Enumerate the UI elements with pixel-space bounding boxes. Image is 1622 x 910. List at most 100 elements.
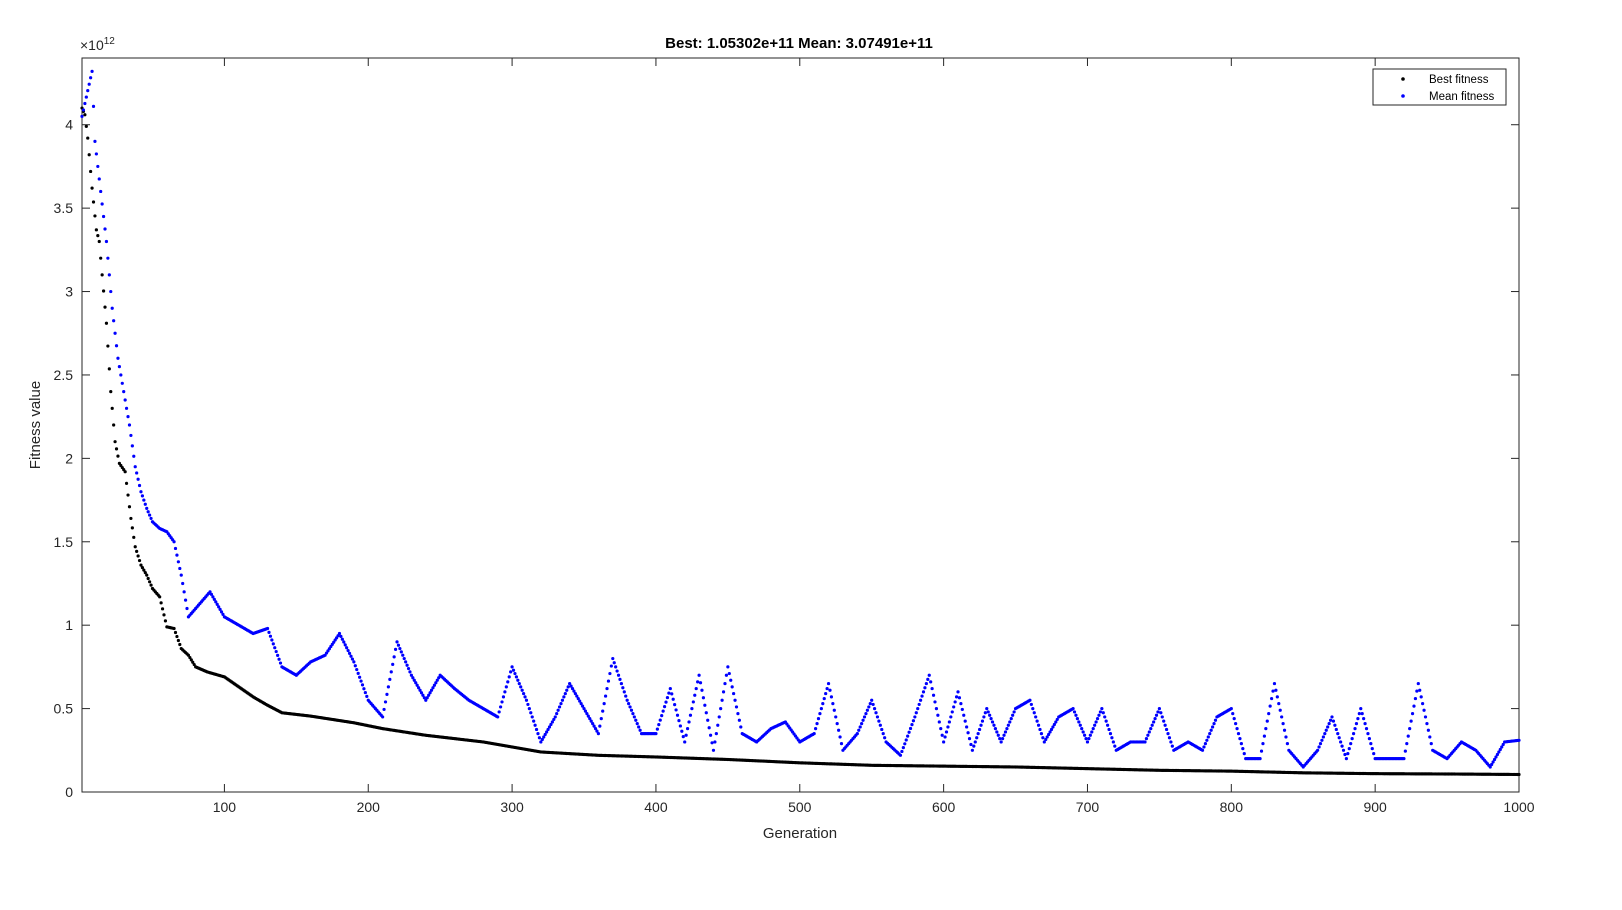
data-point [1333, 723, 1337, 727]
data-point [602, 701, 606, 706]
data-point [1101, 711, 1105, 715]
data-point [1144, 737, 1149, 741]
data-point [217, 605, 221, 609]
data-point [533, 723, 537, 727]
data-point [1323, 732, 1327, 736]
data-point [1267, 712, 1271, 716]
data-point [543, 732, 547, 737]
x-tick-label: 900 [1363, 799, 1387, 815]
data-point [857, 728, 861, 732]
data-point [536, 732, 540, 736]
data-point [408, 670, 412, 674]
data-point [534, 727, 539, 732]
data-point [934, 706, 939, 711]
data-point [385, 692, 389, 697]
data-point [556, 708, 560, 712]
data-point [664, 700, 668, 704]
data-point [350, 657, 355, 661]
data-point [1045, 735, 1049, 739]
data-point [1157, 706, 1161, 711]
data-point [724, 673, 729, 677]
data-point [1232, 717, 1236, 721]
data-point [693, 693, 697, 697]
data-point [973, 740, 977, 744]
data-point [1265, 719, 1269, 723]
data-point [818, 712, 822, 716]
data-point [1271, 689, 1275, 693]
y-exponent-base: ×10 [80, 37, 104, 53]
data-point [540, 737, 544, 742]
data-point [598, 724, 602, 728]
data-point [730, 685, 734, 689]
data-point [1494, 755, 1498, 759]
data-point [696, 680, 700, 684]
data-point [662, 704, 667, 709]
data-point [1153, 717, 1157, 721]
data-point [127, 423, 132, 427]
data-point [183, 598, 188, 602]
data-point [432, 683, 437, 687]
data-point [99, 189, 103, 194]
data-point [1360, 712, 1364, 716]
data-point [1088, 733, 1092, 737]
data-point [606, 679, 611, 683]
series-best-fitness [80, 106, 1521, 777]
data-point [1156, 710, 1160, 714]
data-point [962, 713, 966, 717]
data-point [427, 693, 431, 697]
data-point [1281, 722, 1285, 726]
data-point [1146, 733, 1150, 737]
data-point [855, 732, 859, 736]
data-point [701, 696, 706, 700]
x-axis-label: Generation [763, 825, 837, 842]
data-point [966, 731, 970, 735]
data-point [1150, 723, 1154, 727]
data-point [107, 273, 111, 277]
data-point [1206, 735, 1210, 739]
data-point [1154, 713, 1159, 717]
data-point [982, 715, 986, 719]
data-point [1005, 727, 1009, 731]
data-point [593, 727, 598, 731]
data-point [112, 319, 116, 323]
data-point [93, 139, 97, 144]
data-point [175, 553, 179, 557]
data-point [673, 702, 677, 707]
data-point [1006, 723, 1010, 727]
data-point [1106, 723, 1110, 727]
data-point [173, 546, 178, 551]
data-point [106, 256, 110, 260]
data-point [539, 740, 543, 744]
data-point [96, 234, 100, 238]
y-axis-exponent: ×1012 [80, 36, 115, 53]
data-point [721, 690, 726, 694]
data-point [942, 740, 946, 744]
data-point [126, 415, 130, 419]
data-point [510, 665, 514, 669]
data-point [737, 718, 741, 722]
data-point [1356, 717, 1360, 721]
data-point [113, 440, 117, 444]
data-point [1350, 737, 1354, 741]
data-point [1278, 708, 1282, 712]
data-point [1491, 760, 1495, 764]
data-point [437, 676, 441, 680]
data-point [140, 494, 145, 498]
data-point [832, 708, 836, 712]
data-point [209, 592, 214, 596]
data-point [1149, 727, 1153, 731]
data-point [1231, 712, 1235, 716]
data-point [503, 690, 507, 694]
data-point [629, 708, 634, 712]
data-point [175, 634, 179, 639]
data-point [860, 722, 864, 726]
data-point [683, 740, 687, 744]
data-point [522, 691, 526, 696]
y-tick-label: 0.5 [54, 701, 74, 717]
data-point [172, 540, 176, 544]
data-point [1085, 740, 1090, 744]
data-point [1490, 762, 1494, 767]
data-point [513, 671, 517, 676]
y-tick-label: 1 [65, 617, 73, 633]
